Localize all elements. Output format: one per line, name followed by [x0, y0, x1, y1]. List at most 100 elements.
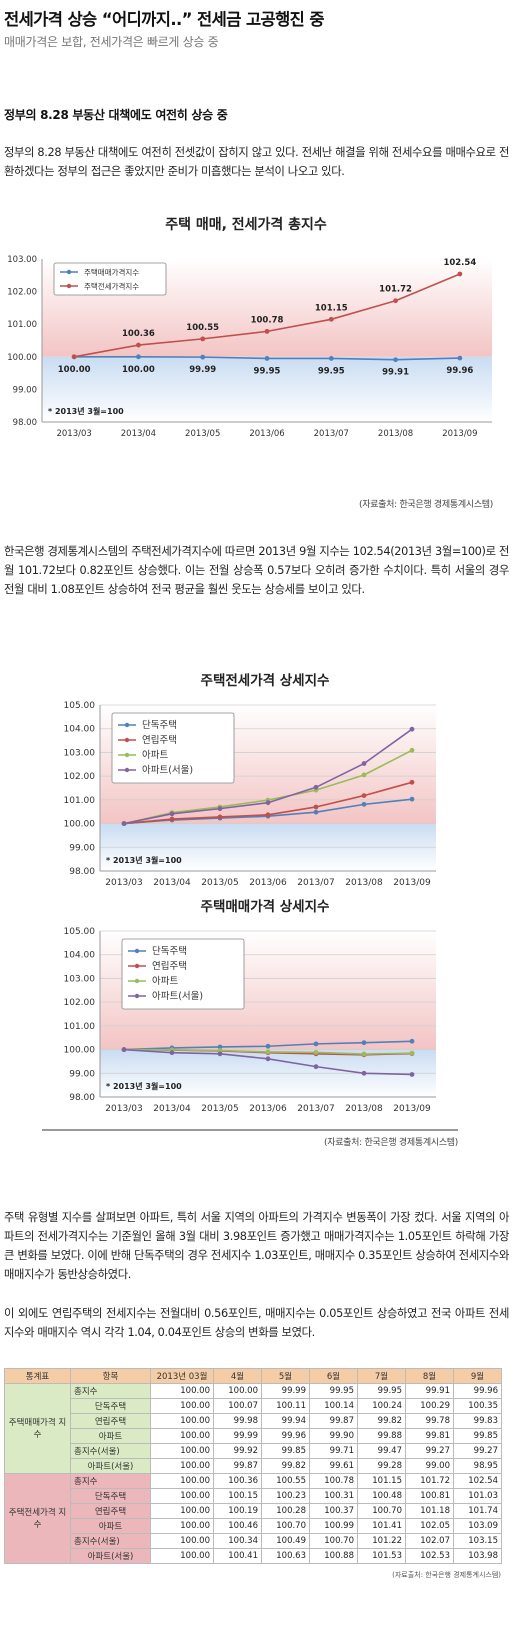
x-tick-label: 2013/09 [393, 1104, 431, 1114]
table-value-cell: 99.92 [213, 1443, 262, 1459]
table-value-cell: 101.22 [357, 1533, 406, 1549]
table-value-cell: 99.83 [453, 1413, 502, 1429]
table-header-cell: 7월 [357, 1368, 406, 1384]
table-value-cell: 100.78 [309, 1473, 358, 1489]
data-point [264, 328, 270, 334]
data-point [136, 342, 141, 348]
data-point [409, 726, 415, 732]
x-tick-label: 2013/08 [378, 429, 413, 439]
table-value-cell: 102.05 [405, 1518, 454, 1534]
data-point [361, 772, 367, 778]
data-point [313, 784, 319, 790]
table-value-cell: 100.00 [150, 1503, 214, 1519]
table-value-cell: 99.96 [261, 1428, 310, 1444]
data-label: 102.54 [443, 258, 476, 268]
table-value-cell: 100.23 [261, 1488, 310, 1504]
table-group-cell: 주택매매가격 지수 [4, 1383, 71, 1474]
data-point [200, 354, 206, 360]
data-point [409, 1050, 415, 1056]
y-tick-label: 105.00 [64, 927, 96, 937]
table-value-cell: 99.94 [261, 1413, 310, 1429]
table-value-cell: 100.00 [150, 1488, 214, 1504]
table-item-cell: 총지수 [70, 1473, 151, 1489]
paragraph-2: 한국은행 경제통계시스템의 주택전세가격지수에 따르면 2013년 9월 지수는… [4, 545, 509, 596]
x-tick-label: 2013/06 [249, 429, 284, 439]
data-point [361, 801, 367, 807]
data-point [121, 821, 127, 826]
legend-marker [134, 948, 140, 954]
data-point [393, 357, 398, 363]
table-value-cell: 99.47 [357, 1443, 406, 1459]
table-value-cell: 99.99 [213, 1428, 262, 1444]
data-point [328, 316, 334, 322]
legend-entry: 아파트 [142, 750, 168, 761]
table-value-cell: 100.34 [213, 1533, 262, 1549]
table-item-cell: 총지수(서울) [70, 1443, 151, 1459]
legend-entry: 연립주택 [152, 960, 187, 972]
band-below-base [42, 356, 492, 422]
table-header-cell: 6월 [309, 1368, 358, 1384]
table-value-cell: 100.55 [261, 1473, 310, 1489]
table-value-cell: 100.41 [213, 1548, 262, 1564]
legend-entry: 주택매매가격지수 [84, 267, 139, 277]
table-item-cell: 단독주택 [70, 1488, 151, 1504]
x-tick-label: 2013/07 [314, 429, 349, 439]
x-tick-label: 2013/09 [442, 429, 477, 439]
y-tick-label: 103.00 [64, 748, 96, 758]
table-item-cell: 아파트 [70, 1428, 151, 1444]
legend-box [121, 938, 245, 1010]
table-row: 연립주택 100.00 100.19 100.28 100.37 100.70 101.18… [5, 1503, 502, 1519]
data-point [71, 354, 77, 360]
legend-entry: 아파트 [152, 976, 178, 987]
table-value-cell: 100.63 [261, 1548, 310, 1564]
table-row: 단독주택 100.00 100.07 100.11 100.14 100.24 100.29… [5, 1398, 502, 1414]
table-value-cell: 102.07 [405, 1533, 454, 1549]
y-tick-label: 101.00 [64, 796, 96, 806]
data-point [361, 761, 367, 766]
legend-entry: 단독주택 [152, 946, 187, 957]
chart-note: * 2013년 3월=100 [106, 855, 182, 865]
table-value-cell: 100.46 [213, 1518, 262, 1534]
article-subheadline: 매매가격은 보합, 전세가격은 빠르게 상승 중 [4, 35, 219, 49]
table-header-cell: 5월 [261, 1368, 310, 1384]
y-tick-label: 104.00 [64, 725, 96, 735]
table-value-cell: 99.87 [309, 1413, 358, 1429]
legend-marker [124, 737, 130, 743]
data-point [265, 800, 271, 806]
table-value-cell: 100.07 [213, 1398, 262, 1414]
data-point [121, 1047, 127, 1052]
y-tick-label: 104.00 [64, 951, 96, 961]
table-group-cell: 주택전세가격 지수 [4, 1473, 71, 1564]
legend-marker [134, 978, 140, 984]
table-value-cell: 100.00 [213, 1383, 262, 1399]
legend-box [111, 712, 235, 784]
x-tick-label: 2013/09 [393, 878, 431, 888]
data-label: 100.00 [58, 365, 91, 375]
data-point [217, 1044, 223, 1050]
table-value-cell: 99.78 [405, 1413, 454, 1429]
legend-marker [124, 752, 130, 758]
data-point [264, 356, 270, 361]
table-value-cell: 100.31 [309, 1488, 358, 1504]
x-tick-label: 2013/05 [201, 1104, 238, 1114]
data-label: 100.00 [122, 365, 155, 375]
table-row: 총지수(서울) 100.00 99.92 99.85 99.71 99.47 99.27 99… [5, 1443, 502, 1459]
y-tick-label: 103.00 [7, 255, 37, 265]
y-tick-label: 103.00 [64, 974, 96, 984]
table-value-cell: 100.00 [150, 1458, 214, 1474]
table-value-cell: 99.82 [261, 1458, 310, 1474]
data-point [265, 1049, 271, 1055]
data-point [313, 1064, 319, 1070]
legend-marker [124, 722, 130, 728]
legend-marker [134, 963, 140, 969]
chart-sale-detail: 주택매매가격 상세지수 98.00 99.00 100.00 101.00 102.00 1… [64, 898, 436, 1114]
table-value-cell: 100.28 [261, 1503, 310, 1519]
x-tick-label: 2013/04 [153, 878, 191, 888]
data-label: 99.96 [446, 366, 473, 376]
stats-table: 통계표 항목 2013년 03월 4월 5월 6월 7월 8월 9월 주택매매가격 지수 총지수 10… [4, 1368, 502, 1564]
stats-table-wrapper: 통계표 항목 2013년 03월 4월 5월 6월 7월 8월 9월 주택매매가격 지수 총지수 10… [4, 1368, 507, 1580]
data-label: 101.15 [315, 303, 348, 313]
table-item-cell: 연립주택 [70, 1503, 151, 1519]
chart-note: * 2013년 3월=100 [106, 1081, 182, 1091]
y-tick-label: 99.00 [69, 1069, 95, 1079]
